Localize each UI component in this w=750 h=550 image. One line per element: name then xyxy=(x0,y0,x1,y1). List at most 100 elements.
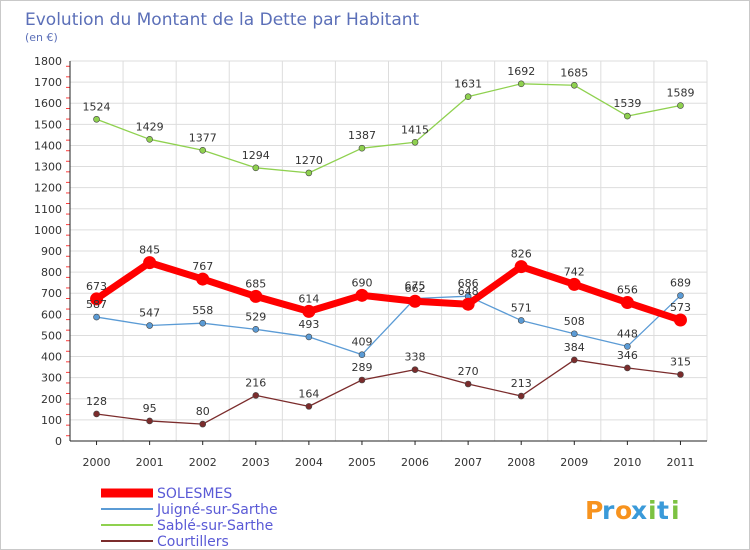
data-label: 1294 xyxy=(242,149,270,162)
data-point xyxy=(677,371,684,378)
data-label: 1692 xyxy=(507,65,535,78)
data-label: 1539 xyxy=(613,97,641,110)
data-labels: 673 845 767 685 614 690 662 648 826 742 656 573 587 5… xyxy=(83,65,695,418)
data-label: 1631 xyxy=(454,78,482,91)
data-label: 409 xyxy=(351,336,372,349)
data-label: 845 xyxy=(139,244,160,257)
x-tick-label: 2004 xyxy=(295,456,323,469)
data-point xyxy=(146,136,153,143)
data-point xyxy=(461,297,475,311)
legend-label: Juigné-sur-Sarthe xyxy=(156,502,278,518)
data-point xyxy=(199,147,207,154)
data-point xyxy=(570,81,578,89)
logo-letter: P xyxy=(585,496,603,525)
data-point xyxy=(358,144,366,152)
data-point xyxy=(677,102,684,109)
data-label: 1377 xyxy=(189,131,217,144)
data-point xyxy=(305,333,313,341)
data-label: 213 xyxy=(511,377,532,390)
data-label: 529 xyxy=(245,310,266,323)
y-tick-label: 100 xyxy=(41,414,62,427)
logo-letter: x xyxy=(631,496,647,525)
data-label: 1415 xyxy=(401,123,429,136)
data-point xyxy=(302,304,316,318)
data-point xyxy=(624,112,631,120)
chart-subtitle: (en €) xyxy=(25,31,58,44)
logo-letter: i xyxy=(648,496,657,525)
data-point xyxy=(677,292,684,299)
series-line-0 xyxy=(94,259,682,324)
data-point xyxy=(252,326,260,333)
data-point xyxy=(358,376,366,384)
data-label: 675 xyxy=(405,280,426,293)
data-label: 1589 xyxy=(666,87,694,100)
x-tick-label: 2006 xyxy=(401,456,429,469)
data-point xyxy=(252,392,260,399)
data-label: 216 xyxy=(245,376,266,389)
data-point xyxy=(517,80,525,88)
data-point xyxy=(143,256,157,270)
y-tick-label: 900 xyxy=(41,245,62,258)
data-point xyxy=(464,93,472,100)
data-label: 662 xyxy=(405,282,426,295)
data-point xyxy=(464,380,472,388)
data-point xyxy=(93,410,100,418)
logo-letter: t xyxy=(657,496,669,525)
logo-letter: i xyxy=(671,496,680,525)
data-point xyxy=(570,330,578,338)
gridlines xyxy=(69,60,708,441)
y-tick-label: 1200 xyxy=(34,182,62,195)
data-point xyxy=(624,364,631,372)
y-tick-label: 1500 xyxy=(34,118,62,131)
data-label: 558 xyxy=(192,304,213,317)
data-point xyxy=(673,313,687,327)
data-label: 346 xyxy=(617,349,638,362)
legend-label: SOLESMES xyxy=(157,486,232,502)
data-label: 656 xyxy=(617,284,638,297)
data-label: 289 xyxy=(351,361,372,374)
x-tick-label: 2007 xyxy=(454,456,482,469)
y-tick-label: 1400 xyxy=(34,139,62,152)
data-label: 648 xyxy=(458,285,479,298)
data-point xyxy=(408,294,422,308)
data-point xyxy=(146,322,153,329)
data-point xyxy=(305,403,313,410)
data-label: 742 xyxy=(564,265,585,278)
y-tick-label: 600 xyxy=(41,308,62,321)
data-label: 686 xyxy=(458,277,479,290)
x-tick-label: 2005 xyxy=(348,456,376,469)
y-tick-label: 200 xyxy=(41,393,62,406)
data-label: 270 xyxy=(458,365,479,378)
data-label: 80 xyxy=(196,405,210,418)
data-point xyxy=(93,115,100,123)
data-label: 1270 xyxy=(295,154,323,167)
series-lines xyxy=(90,80,687,428)
y-tick-label: 1300 xyxy=(34,161,62,174)
data-label: 690 xyxy=(351,276,372,289)
data-label: 508 xyxy=(564,315,585,328)
data-label: 493 xyxy=(298,318,319,331)
data-label: 573 xyxy=(670,301,691,314)
logo-letter: r xyxy=(602,496,615,525)
data-label: 547 xyxy=(139,307,160,320)
y-tick-label: 500 xyxy=(41,329,62,342)
data-point xyxy=(252,164,260,172)
data-point xyxy=(305,169,313,177)
logo-letter: o xyxy=(615,496,632,525)
data-label: 128 xyxy=(86,395,107,408)
data-point xyxy=(146,417,153,425)
data-label: 1429 xyxy=(136,120,164,133)
data-label: 338 xyxy=(405,351,426,364)
y-tick-label: 1100 xyxy=(34,203,62,216)
data-point xyxy=(517,317,525,324)
data-label: 448 xyxy=(617,327,638,340)
y-tick-label: 1600 xyxy=(34,97,62,110)
data-label: 571 xyxy=(511,301,532,314)
data-point xyxy=(355,288,369,302)
data-point xyxy=(199,420,207,428)
data-label: 614 xyxy=(298,292,319,305)
data-label: 685 xyxy=(245,277,266,290)
data-point xyxy=(517,392,525,400)
x-tick-label: 2003 xyxy=(242,456,270,469)
